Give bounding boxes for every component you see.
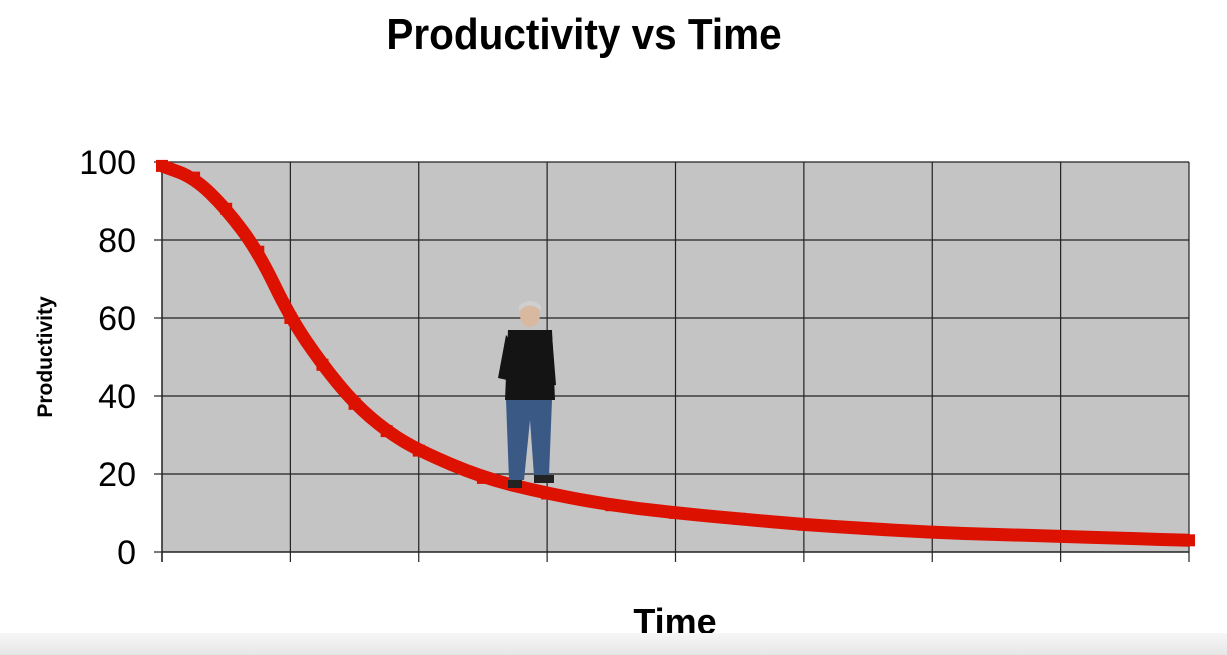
y-tick-label: 100 bbox=[79, 144, 136, 182]
data-point bbox=[797, 518, 810, 531]
data-point bbox=[605, 499, 618, 512]
series-layer bbox=[156, 159, 1195, 547]
data-point bbox=[316, 358, 329, 371]
data-point bbox=[1054, 530, 1067, 543]
data-point bbox=[1118, 532, 1131, 545]
data-point bbox=[733, 512, 746, 525]
data-point bbox=[252, 245, 265, 258]
data-point bbox=[380, 425, 393, 438]
data-point bbox=[284, 312, 297, 324]
y-tick-label: 60 bbox=[98, 300, 136, 338]
y-tick-label: 0 bbox=[117, 534, 136, 572]
presenter-figure bbox=[498, 301, 556, 488]
y-tick-label: 80 bbox=[98, 222, 136, 260]
data-point bbox=[156, 159, 168, 172]
data-point bbox=[669, 507, 682, 519]
data-point bbox=[476, 471, 489, 484]
data-point bbox=[348, 397, 361, 410]
data-point bbox=[990, 528, 1003, 541]
data-point bbox=[412, 444, 425, 457]
y-tick-label: 20 bbox=[98, 456, 136, 494]
chart-title: Productivity vs Time bbox=[386, 10, 782, 59]
player-bottom-bar bbox=[0, 633, 1227, 655]
grid-lines bbox=[162, 161, 1190, 552]
y-axis-title: Productivity bbox=[34, 296, 57, 418]
y-tick-label: 40 bbox=[98, 378, 136, 416]
data-point bbox=[188, 171, 201, 184]
data-point bbox=[926, 526, 939, 539]
data-point bbox=[220, 202, 233, 215]
axes: 0 20 40 60 80 100 bbox=[79, 144, 1190, 572]
data-point bbox=[541, 487, 554, 500]
data-point bbox=[862, 522, 875, 535]
data-point bbox=[1183, 534, 1195, 547]
